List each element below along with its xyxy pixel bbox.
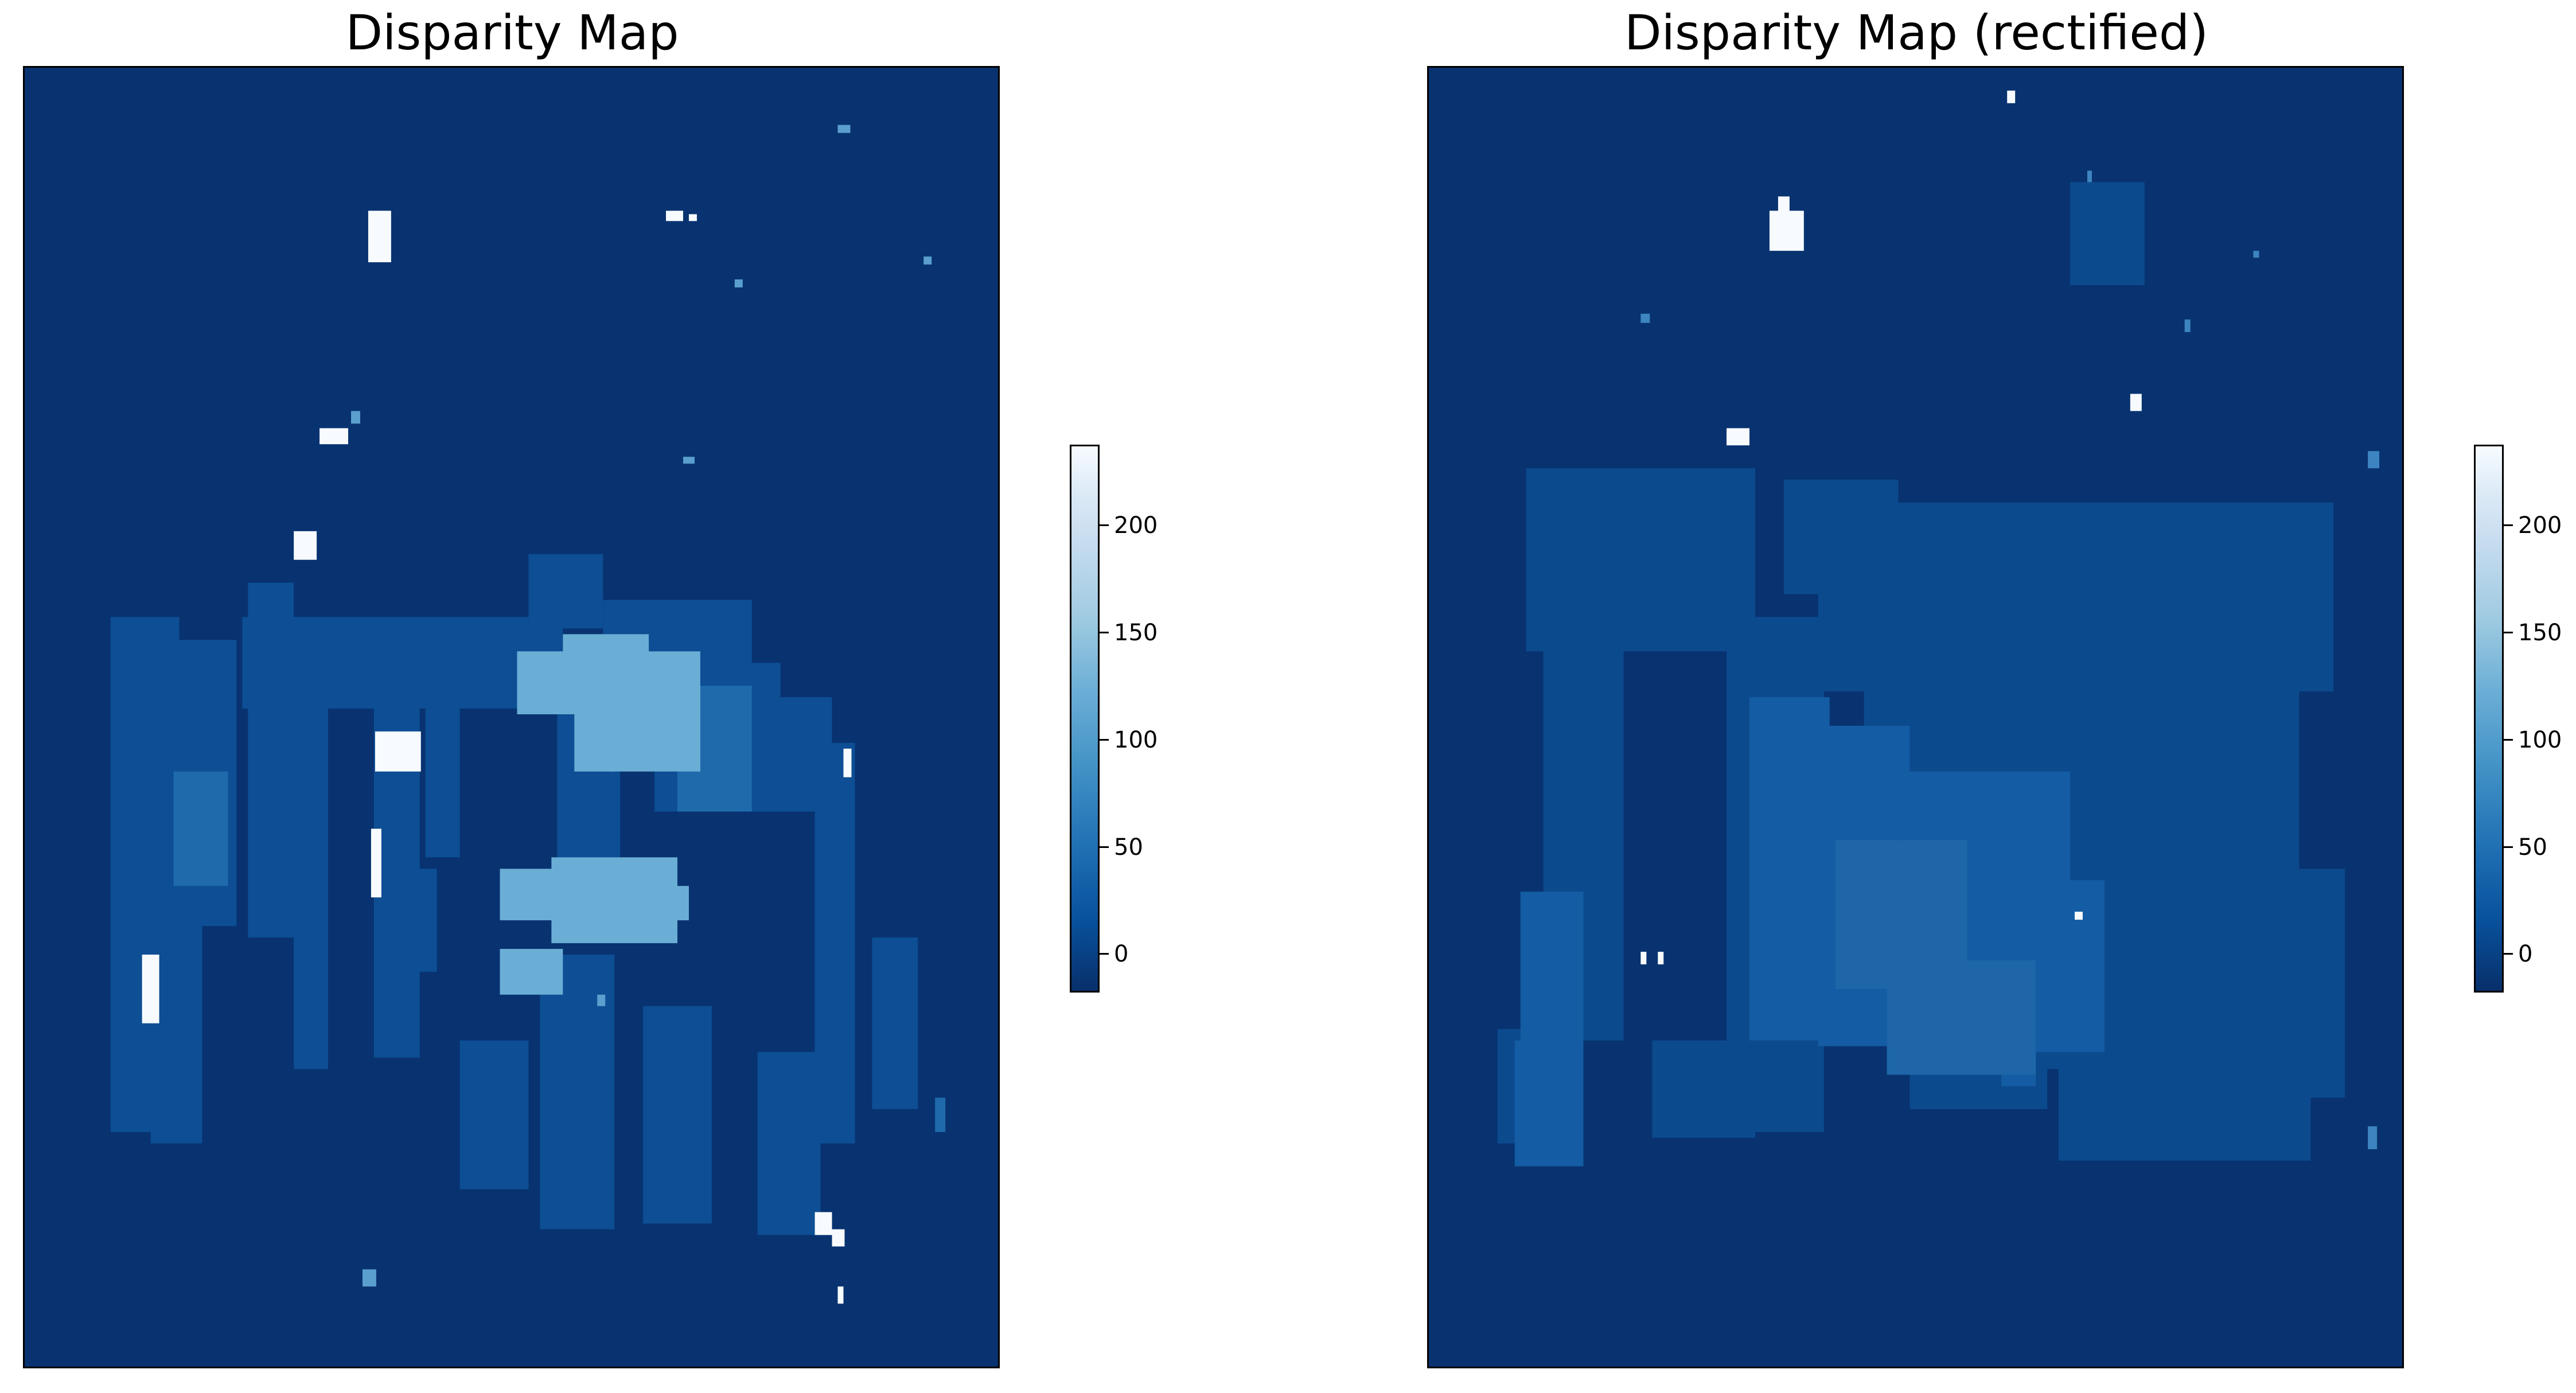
right-colorbar: 0 50 100 150 200 (2474, 445, 2562, 993)
right-colorbar-label-0: 0 (2518, 941, 2533, 967)
left-chart-title: Disparity Map (345, 5, 679, 61)
left-colorbar-label-150: 150 (1114, 620, 1158, 646)
disparity-map-image (23, 66, 1000, 1368)
right-colorbar-tick-50 (2504, 846, 2513, 848)
rectified-disparity-map-image (1427, 66, 2404, 1368)
left-colorbar-label-50: 50 (1114, 834, 1143, 861)
right-colorbar-tick-150 (2504, 632, 2513, 633)
left-colorbar-label-100: 100 (1114, 727, 1158, 753)
left-colorbar-tick-200 (1100, 524, 1109, 526)
left-colorbar-tick-150 (1100, 632, 1109, 633)
left-colorbar: 0 50 100 150 200 (1070, 445, 1158, 993)
right-colorbar-label-200: 200 (2518, 512, 2562, 539)
right-colorbar-tick-0 (2504, 953, 2513, 955)
left-colorbar-tick-0 (1100, 953, 1109, 955)
right-colorbar-label-150: 150 (2518, 620, 2562, 646)
left-colorbar-tick-100 (1100, 739, 1109, 741)
right-colorbar-tick-100 (2504, 739, 2513, 741)
disparity-map-heatmap (25, 68, 998, 1367)
right-colorbar-label-50: 50 (2518, 834, 2547, 861)
left-colorbar-label-0: 0 (1114, 941, 1129, 967)
left-colorbar-label-200: 200 (1114, 512, 1158, 539)
right-colorbar-tick-200 (2504, 524, 2513, 526)
right-chart-title: Disparity Map (rectified) (1624, 5, 2209, 61)
right-colorbar-label-100: 100 (2518, 727, 2562, 753)
rectified-disparity-map-heatmap (1429, 68, 2402, 1367)
left-colorbar-tick-50 (1100, 846, 1109, 848)
